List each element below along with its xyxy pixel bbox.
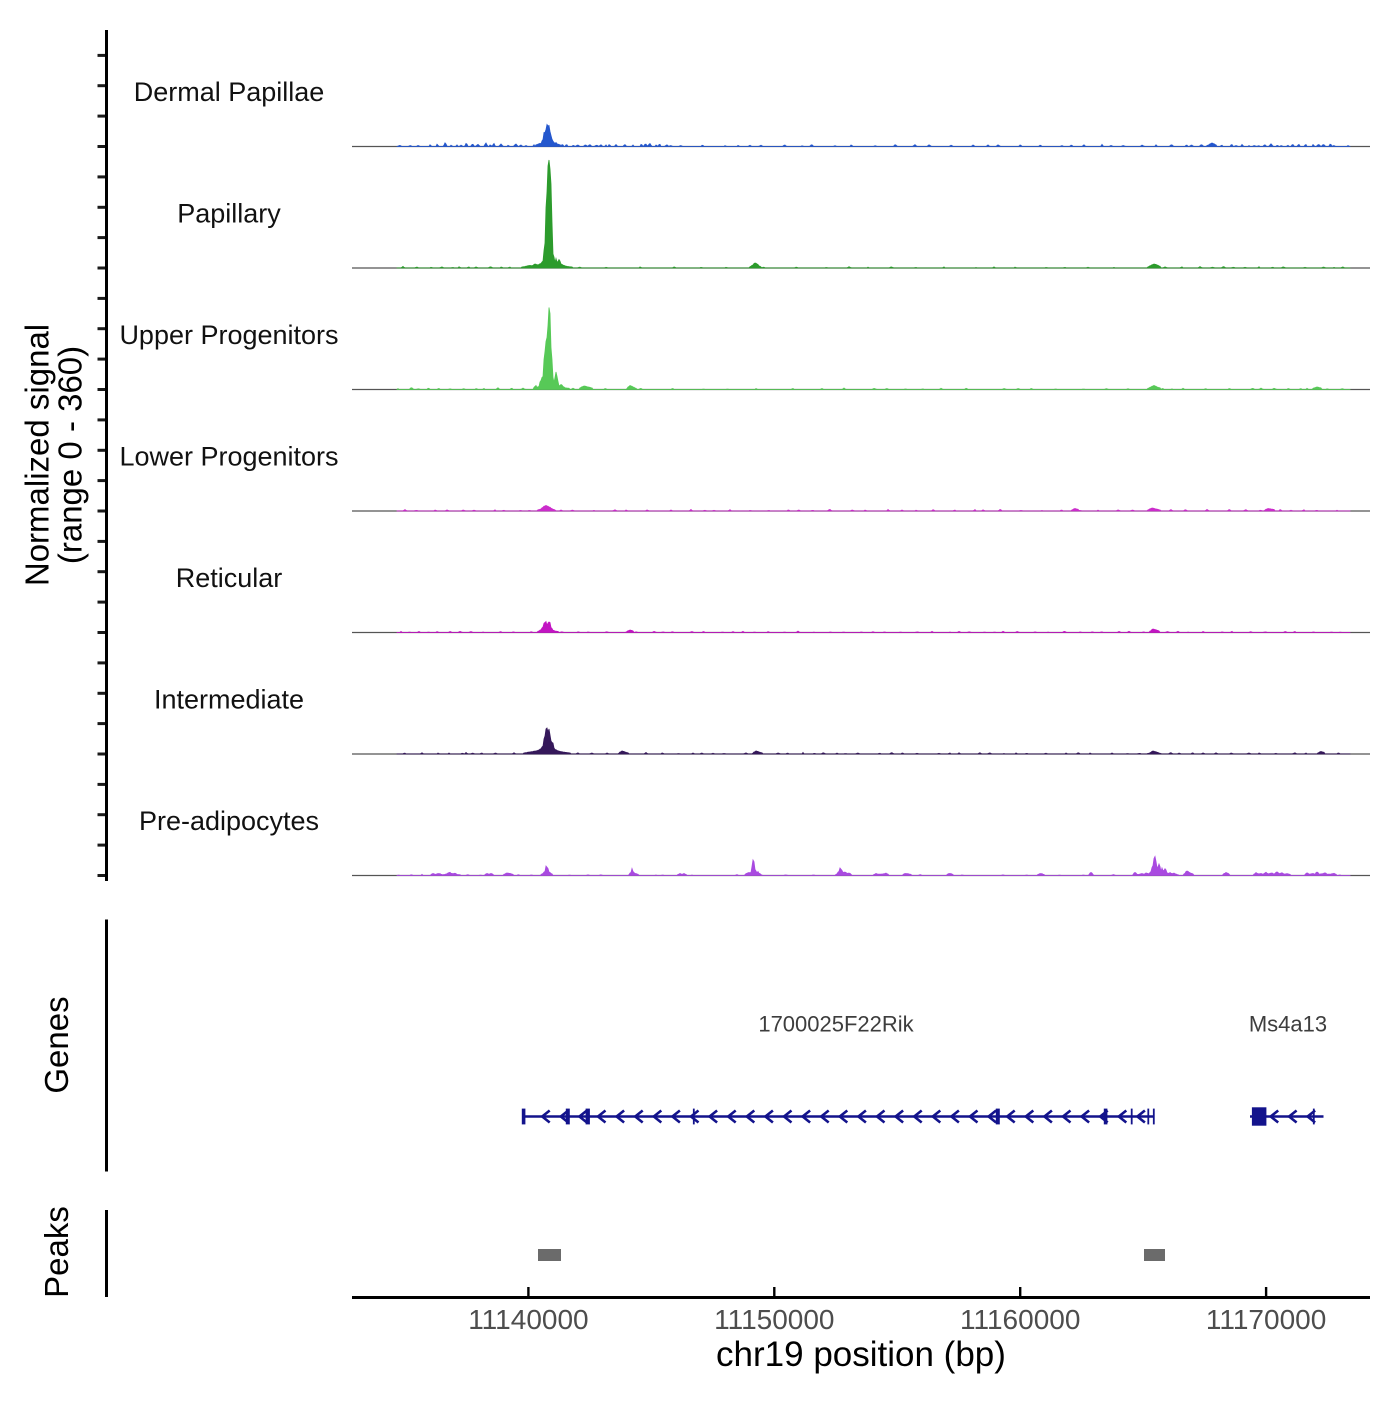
svg-text:Pre-adipocytes: Pre-adipocytes — [139, 806, 319, 836]
svg-text:Dermal Papillae: Dermal Papillae — [134, 77, 325, 107]
svg-text:1700025F22Rik: 1700025F22Rik — [758, 1012, 914, 1037]
svg-text:Peaks: Peaks — [38, 1206, 75, 1298]
svg-text:Genes: Genes — [38, 996, 75, 1093]
svg-text:Papillary: Papillary — [177, 198, 281, 228]
svg-text:11140000: 11140000 — [468, 1304, 588, 1335]
svg-text:chr19 position (bp): chr19 position (bp) — [716, 1335, 1006, 1374]
svg-text:Upper Progenitors: Upper Progenitors — [119, 320, 338, 350]
svg-text:11150000: 11150000 — [714, 1304, 834, 1335]
svg-text:11160000: 11160000 — [960, 1304, 1080, 1335]
svg-text:Reticular: Reticular — [176, 563, 283, 593]
svg-text:11170000: 11170000 — [1206, 1304, 1326, 1335]
svg-text:Ms4a13: Ms4a13 — [1249, 1012, 1327, 1037]
svg-text:Lower Progenitors: Lower Progenitors — [119, 441, 338, 471]
svg-text:Intermediate: Intermediate — [154, 685, 304, 715]
svg-text:Normalized signal: Normalized signal — [19, 324, 56, 586]
svg-text:(range 0 - 360): (range 0 - 360) — [52, 346, 89, 564]
